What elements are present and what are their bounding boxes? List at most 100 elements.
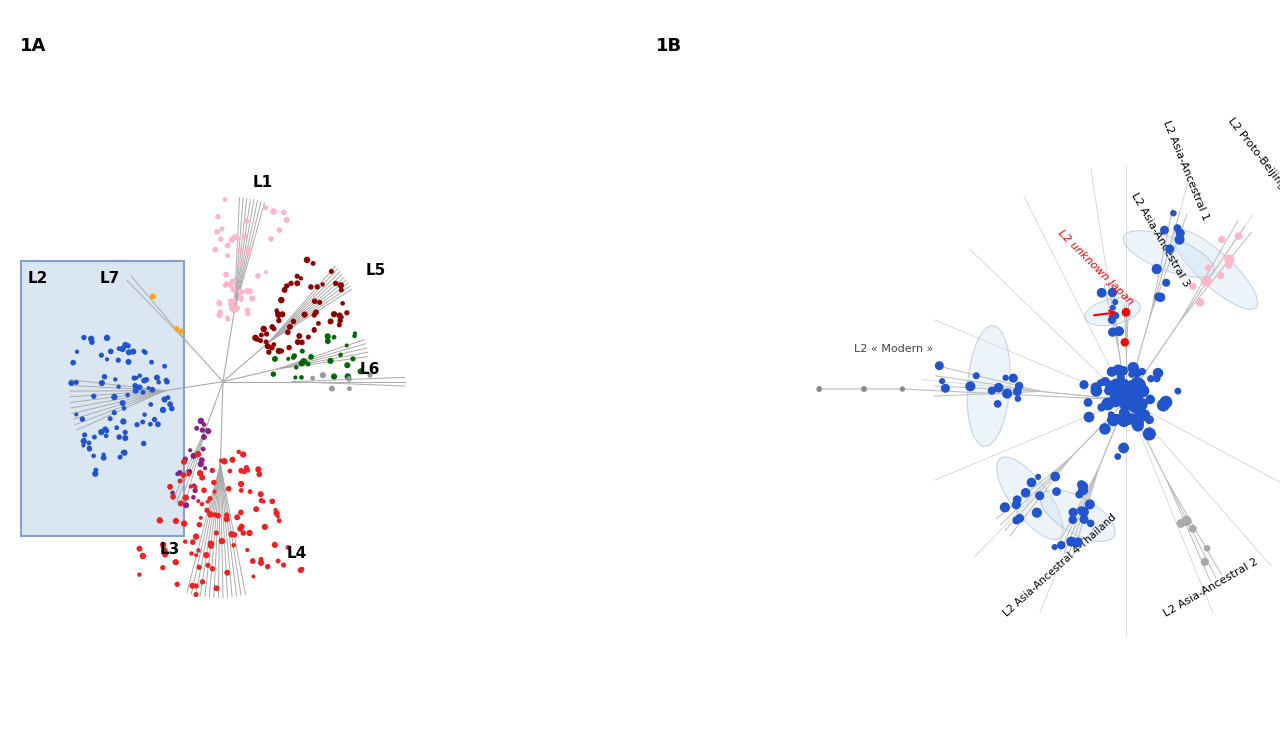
Point	[193, 484, 214, 496]
Point	[230, 286, 251, 298]
Point	[1044, 541, 1065, 553]
Point	[205, 244, 225, 255]
Point	[73, 435, 93, 447]
Text: L2 Proto-Beijing (2.1): L2 Proto-Beijing (2.1)	[1226, 116, 1280, 215]
Point	[170, 498, 191, 509]
Point	[329, 310, 349, 321]
Point	[230, 292, 251, 304]
Point	[310, 297, 330, 308]
Point	[1074, 514, 1094, 526]
Point	[1198, 262, 1219, 274]
Point	[1080, 517, 1101, 529]
Point	[228, 233, 248, 244]
Point	[183, 450, 204, 462]
Point	[97, 354, 118, 366]
Point	[1133, 385, 1153, 397]
Point	[237, 286, 257, 297]
Point	[216, 277, 237, 289]
Point	[110, 451, 131, 463]
Point	[156, 376, 177, 388]
Point	[283, 352, 303, 363]
Point	[227, 302, 247, 314]
Point	[113, 415, 133, 427]
Point	[1068, 537, 1088, 548]
Point	[136, 374, 156, 385]
Point	[1219, 260, 1239, 272]
Point	[242, 555, 262, 567]
Point	[224, 529, 244, 541]
Point	[100, 413, 120, 424]
Point	[1107, 451, 1128, 462]
Point	[1074, 506, 1094, 517]
Point	[114, 402, 134, 414]
Point	[1148, 291, 1169, 302]
Point	[92, 377, 113, 389]
Point	[202, 563, 223, 575]
Point	[325, 277, 346, 289]
Point	[288, 336, 308, 348]
Point	[1029, 490, 1050, 501]
Point	[266, 507, 287, 519]
Point	[133, 550, 154, 562]
Point	[118, 340, 138, 352]
Point	[96, 430, 116, 442]
Point	[1121, 379, 1142, 390]
Point	[207, 226, 228, 238]
Bar	[22, 261, 184, 536]
Point	[230, 478, 251, 490]
Point	[155, 360, 175, 372]
Point	[129, 543, 150, 555]
Point	[84, 431, 105, 443]
Point	[1078, 396, 1098, 408]
Point	[81, 333, 101, 345]
Point	[142, 291, 163, 302]
Point	[109, 431, 129, 443]
Point	[351, 365, 371, 377]
Point	[1219, 254, 1239, 266]
Point	[1128, 420, 1148, 432]
Point	[291, 564, 311, 576]
Point	[1116, 399, 1137, 411]
Point	[109, 381, 129, 393]
Point	[1155, 224, 1175, 236]
Point	[132, 416, 152, 428]
Point	[192, 576, 212, 588]
Point	[1183, 523, 1203, 534]
Point	[1102, 287, 1123, 299]
Point	[232, 294, 252, 306]
Point	[140, 418, 160, 430]
Point	[160, 399, 180, 410]
Point	[200, 493, 220, 504]
Point	[1112, 384, 1133, 396]
Point	[1130, 381, 1151, 393]
Point	[1140, 393, 1161, 405]
Point	[192, 424, 212, 436]
Point	[269, 315, 289, 327]
Point	[1229, 230, 1249, 242]
Point	[1062, 506, 1083, 518]
Point	[330, 315, 351, 327]
Point	[1123, 362, 1143, 374]
Point	[174, 517, 195, 529]
Point	[201, 538, 221, 550]
Point	[285, 361, 306, 373]
Point	[1096, 376, 1116, 388]
Point	[287, 277, 307, 289]
Point	[1097, 398, 1117, 410]
Point	[182, 548, 202, 559]
Point	[257, 341, 278, 352]
Point	[303, 324, 324, 336]
Point	[197, 495, 218, 507]
Point	[1115, 379, 1135, 390]
Point	[134, 375, 155, 387]
Point	[320, 355, 340, 367]
Text: L3: L3	[160, 542, 180, 557]
Point	[172, 325, 192, 337]
Point	[251, 335, 271, 346]
Point	[1212, 233, 1233, 245]
Point	[1126, 376, 1147, 388]
Point	[1098, 385, 1119, 396]
Point	[250, 468, 270, 480]
Text: L2 unknown Japan: L2 unknown Japan	[1056, 228, 1135, 307]
Point	[196, 549, 216, 561]
